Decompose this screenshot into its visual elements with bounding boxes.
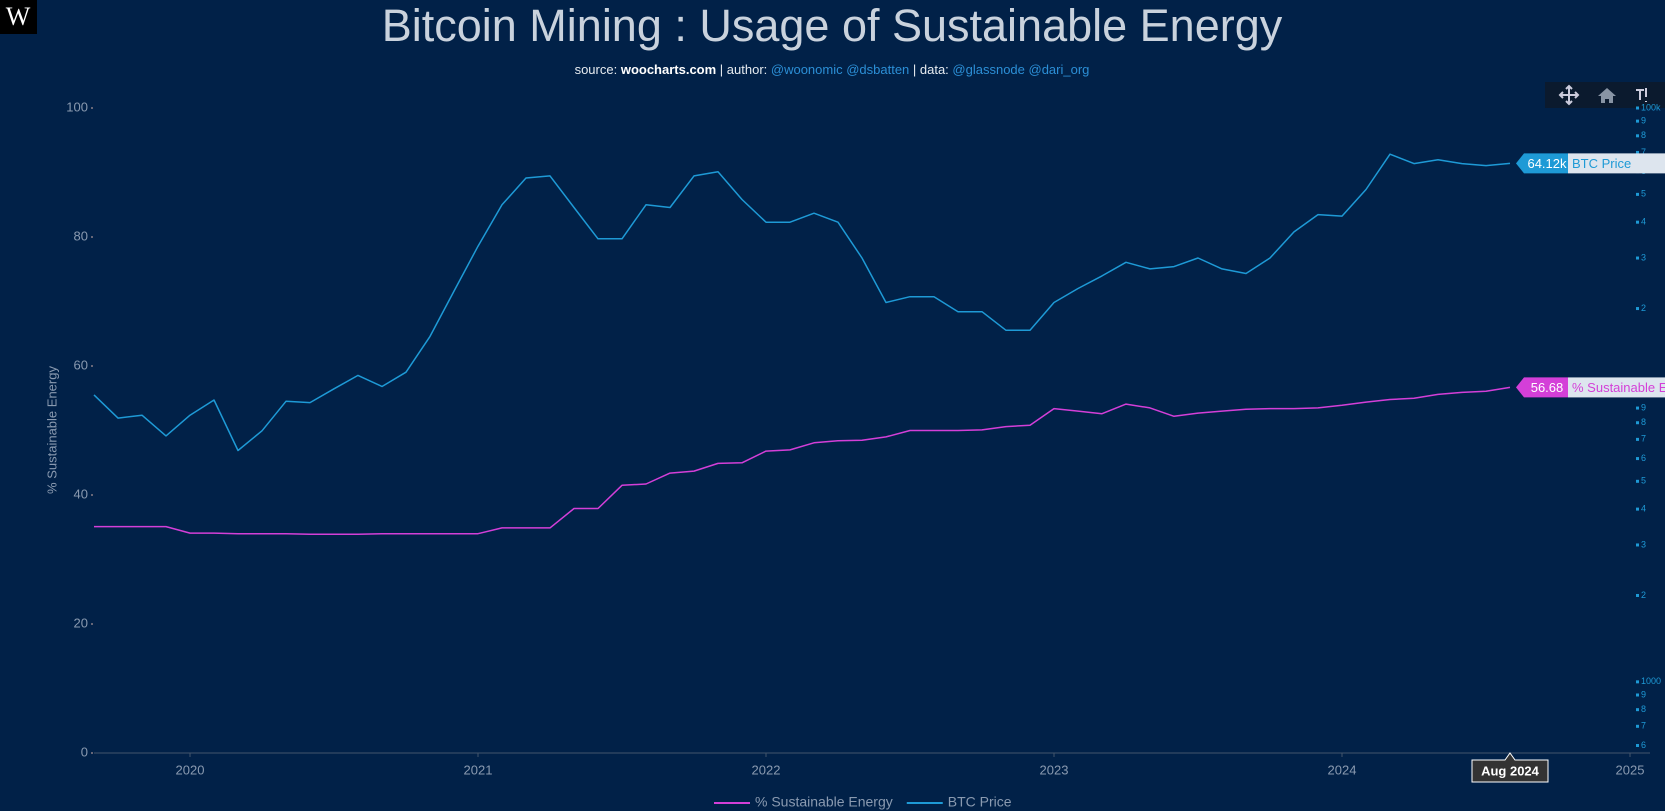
y2-tick-label: 6 [1641,453,1646,463]
pan-button[interactable] [1558,84,1580,106]
subtitle: source: woocharts.com | author: @woonomi… [575,62,1090,77]
y-tick-label: 60 [74,357,88,372]
y2-tick-label: 3 [1641,252,1646,262]
y2-tick-label: 3 [1641,539,1646,549]
subtitle-link[interactable]: @glassnode @dari_org [952,62,1089,77]
subtitle-link[interactable]: @woonomic @dsbatten [771,62,909,77]
end-label-name-bg [1568,153,1665,174]
y2-tick-label: 5 [1641,476,1646,486]
y2-tick [1636,437,1639,441]
y2-tick [1636,543,1639,547]
y2-tick-label: 2 [1641,303,1646,313]
logo: W [6,2,31,31]
y2-tick [1636,744,1639,748]
y2-tick [1636,256,1639,260]
end-label: 64.12k BTC Price [1516,153,1665,174]
home-button[interactable] [1598,88,1616,103]
subtitle-part: | data: [909,62,952,77]
logo-box [0,0,37,34]
y2-tick-label: 100k [1641,102,1661,112]
y2-tick [1636,421,1639,425]
y2-tick-label: 8 [1641,417,1646,427]
end-label: 56.68 % Sustainable Energy [1516,377,1665,398]
y2-tick-label: 1000 [1641,676,1661,686]
y-tick [91,494,93,496]
y2-tick-label: 7 [1641,721,1646,731]
y2-tick [1636,307,1639,311]
y2-tick [1636,479,1639,483]
y-tick [91,623,93,625]
y-tick [91,236,93,238]
end-label-tag [1516,377,1568,398]
y2-tick [1636,507,1639,511]
y2-tick-label: 2 [1641,590,1646,600]
y2-tick-label: 8 [1641,704,1646,714]
y-tick-label: 20 [74,615,88,630]
end-label-name: % Sustainable Energy [1572,380,1665,395]
end-label-value: 56.68 [1531,380,1564,395]
y2-tick [1636,150,1639,154]
y2-tick-label: 9 [1641,116,1646,126]
y-tick [91,107,93,109]
end-label-name: BTC Price [1572,156,1631,171]
series-line [94,386,1511,536]
x-tick-label: 2020 [176,762,205,777]
y2-tick-label: 4 [1641,217,1646,227]
chart-title: Bitcoin Mining : Usage of Sustainable En… [382,0,1283,51]
end-label-tag [1516,153,1568,174]
y2-tick-label: 8 [1641,130,1646,140]
y2-tick [1636,593,1639,597]
x-tick-label: 2021 [464,762,493,777]
x-tick-label: 2025 [1616,762,1645,777]
y2-tick [1636,693,1639,697]
end-label-value: 64.12k [1527,156,1567,171]
y-axis-title: % Sustainable Energy [44,366,59,494]
y2-tick [1636,134,1639,138]
y2-tick [1636,708,1639,712]
series-line [93,153,1511,452]
y2-tick-label: 7 [1641,434,1646,444]
y2-tick-label: 5 [1641,189,1646,199]
legend-label: % Sustainable Energy [755,794,893,810]
subtitle-link[interactable]: woocharts.com [620,62,716,77]
hover-box [1471,752,1549,783]
x-tick-label: 2022 [752,762,781,777]
x-tick-label: 2023 [1040,762,1069,777]
modebar [1545,82,1665,108]
y2-tick-label: 9 [1641,689,1646,699]
y2-tick [1636,457,1639,461]
end-label-name-bg [1568,377,1665,398]
x-tick-label: 2024 [1328,762,1357,777]
y-tick-label: 0 [81,744,88,759]
legend-label: BTC Price [948,794,1012,810]
y2-tick [1636,220,1639,224]
y2-tick [1636,119,1639,123]
y2-tick [1636,192,1639,196]
hover-label: Aug 2024 [1481,763,1540,778]
y2-tick-label: 6 [1641,740,1646,750]
subtitle-part: source: [575,62,621,77]
y2-tick-label: 4 [1641,503,1646,513]
y-tick-label: 40 [74,486,88,501]
subtitle-part: | author: [716,62,771,77]
y2-tick [1636,106,1639,110]
hover-button[interactable] [1636,88,1647,102]
y2-tick [1636,680,1639,684]
y2-tick-label: 7 [1641,147,1646,157]
y-tick [91,752,93,754]
y-tick-label: 100 [66,99,88,114]
y2-tick [1636,724,1639,728]
y-tick-label: 80 [74,228,88,243]
y-tick [91,365,93,367]
y2-tick-label: 9 [1641,402,1646,412]
y2-tick [1636,406,1639,410]
